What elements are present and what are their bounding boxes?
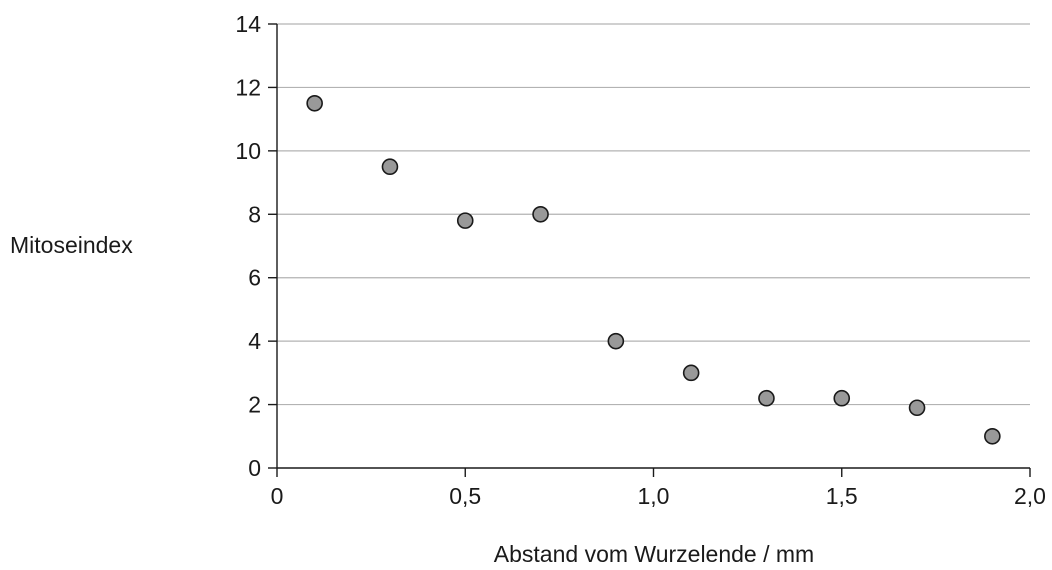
x-axis-title: Abstand vom Wurzelende / mm [494,541,814,567]
data-point [833,389,851,407]
y-tick-label: 8 [248,201,261,227]
y-tick-label: 14 [235,11,261,37]
data-point [908,399,926,417]
data-point [381,158,399,176]
y-tick-label: 4 [248,328,261,354]
x-tick-label: 1,0 [638,483,670,509]
data-points [306,94,1001,445]
gridlines [277,23,1030,406]
data-point [607,332,625,350]
x-tick-label: 0,5 [449,483,481,509]
y-tick-label: 0 [248,455,261,481]
data-point [306,94,323,112]
y-tick-label: 2 [248,392,261,418]
y-axis-title: Mitoseindex [10,232,133,258]
x-tick-label: 0 [271,483,284,509]
data-point [984,427,1001,445]
data-point [682,364,700,382]
data-point [758,389,775,407]
data-point [456,212,474,229]
ticks: 0 2 4 6 8 10 12 14 0 0,5 1,0 1,5 2,0 [235,11,1046,509]
y-tick-label: 6 [248,265,261,291]
x-tick-label: 1,5 [826,483,858,509]
y-tick-label: 12 [235,74,261,100]
y-tick-label: 10 [235,138,261,164]
data-point [532,205,549,223]
x-tick-label: 2,0 [1014,483,1046,509]
